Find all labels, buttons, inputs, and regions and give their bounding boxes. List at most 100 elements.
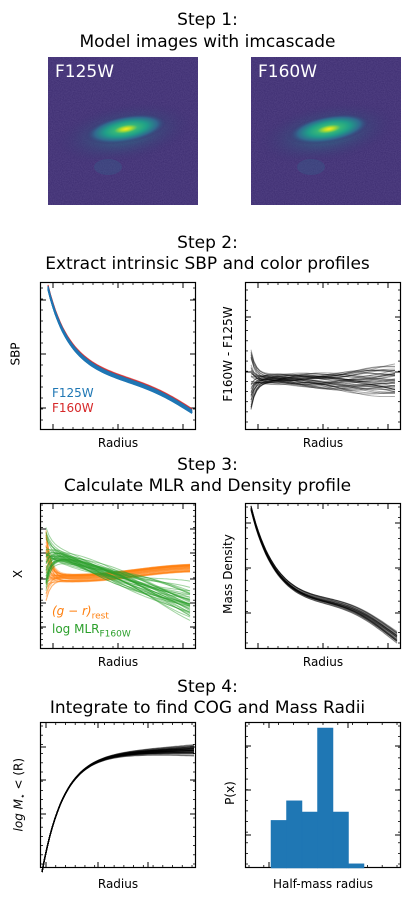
mlr-line: [45, 548, 191, 601]
cog-line: [41, 748, 195, 873]
color-profile-line: [250, 372, 396, 392]
cog-line: [41, 749, 195, 873]
histogram-bar: [301, 811, 318, 869]
step4-title-line1: Step 4:: [177, 677, 238, 697]
mlr-line: [45, 556, 191, 610]
mlr-legend-color-sub: rest: [91, 611, 109, 622]
mlr-legend-color: (g − r)rest: [52, 604, 109, 621]
histogram-bar: [348, 863, 365, 869]
color-rest-line: [45, 537, 191, 576]
mlr-line: [45, 561, 191, 595]
mlr-line: [45, 563, 191, 605]
cog-line: [41, 752, 194, 873]
color-profile-line: [250, 380, 396, 396]
density-line: [250, 505, 398, 632]
density-line: [250, 510, 398, 644]
cog-line: [41, 752, 194, 873]
cog-line: [41, 747, 195, 873]
mlr-line: [45, 552, 191, 588]
cog-line: [41, 750, 194, 873]
density-line: [250, 510, 398, 644]
cog-line: [41, 749, 195, 873]
color-profile-line: [250, 377, 396, 390]
color-rest-line: [45, 566, 191, 584]
color-profile-line: [250, 368, 396, 384]
color-rest-line: [45, 565, 191, 577]
color-rest-line: [45, 565, 191, 589]
histogram-bar: [332, 811, 349, 869]
cog-line: [41, 748, 195, 873]
hist-panel: [244, 721, 402, 869]
mlr-line: [45, 546, 191, 602]
density-ylabel: Mass Density: [221, 534, 235, 614]
f125w-profile-line: [47, 286, 193, 412]
mlr-line: [45, 558, 191, 600]
color-rest-line: [45, 549, 191, 578]
color-profile-line: [250, 349, 396, 378]
step3-title-line2: Calculate MLR and Density profile: [63, 476, 352, 496]
color-profile-line: [250, 379, 396, 396]
color-profile-line: [250, 373, 396, 393]
cog-line: [41, 748, 195, 873]
color-profile-line: [250, 375, 396, 401]
f160w-profile-line: [47, 284, 193, 410]
plot-frame: [244, 281, 402, 431]
density-line: [250, 508, 398, 636]
color-rest-line: [45, 565, 191, 577]
color-profile-line: [250, 376, 396, 410]
f125w-galaxy-image: [48, 57, 198, 205]
mlr-line: [45, 555, 191, 609]
mlr-line: [45, 537, 191, 618]
cog-ylabel-tail: < (R): [11, 757, 26, 794]
color-profile-line: [250, 376, 396, 398]
f125w-model-image: F125W: [48, 57, 198, 205]
cog-line: [41, 746, 195, 873]
density-line: [250, 509, 398, 642]
color-rest-line: [45, 565, 191, 580]
hist-xlabel: Half-mass radius: [272, 877, 374, 891]
density-line: [250, 507, 398, 640]
mlr-line: [45, 552, 191, 595]
cog-line: [41, 751, 194, 873]
color-rest-line: [45, 567, 191, 597]
color-profile-line: [250, 379, 396, 396]
color-rest-line: [45, 552, 191, 576]
cog-line: [41, 750, 194, 873]
mlr-line: [45, 558, 191, 592]
color-rest-line: [45, 564, 191, 585]
color-profile-plot: [244, 281, 402, 431]
mlr-line: [46, 555, 191, 607]
mlr-line: [45, 558, 191, 605]
color-rest-line: [45, 565, 191, 594]
mlr-legend-mlr-text: log MLR: [52, 622, 100, 636]
density-line: [250, 509, 398, 638]
color-rest-line: [45, 564, 191, 594]
color-rest-line: [45, 545, 191, 577]
color-profile-line: [250, 380, 395, 394]
color-rest-line: [45, 545, 191, 576]
mlr-line: [45, 559, 191, 606]
mlr-ylabel: X: [11, 569, 26, 579]
hist-ylabel: P(x): [222, 781, 237, 805]
histogram-bar: [270, 820, 287, 869]
step3-title-line1: Step 3:: [177, 455, 238, 475]
color-profile-line: [250, 367, 396, 382]
cog-line: [41, 746, 195, 873]
mlr-line: [45, 552, 191, 605]
f160w-label: F160W: [258, 62, 318, 82]
sbp-plot: [39, 281, 197, 431]
cog-line: [41, 754, 195, 873]
color-profile-line: [250, 373, 396, 408]
color-rest-line: [45, 564, 191, 579]
color-rest-line: [45, 568, 191, 583]
mlr-line: [45, 558, 191, 596]
mlr-line: [45, 549, 191, 615]
color-rest-line: [45, 569, 191, 601]
color-profile-line: [250, 352, 396, 380]
color-rest-line: [45, 531, 191, 580]
color-rest-line: [45, 530, 191, 580]
color-profile-line: [250, 363, 396, 380]
cog-line: [41, 754, 194, 873]
color-rest-line: [45, 565, 191, 577]
color-rest-line: [45, 559, 191, 582]
